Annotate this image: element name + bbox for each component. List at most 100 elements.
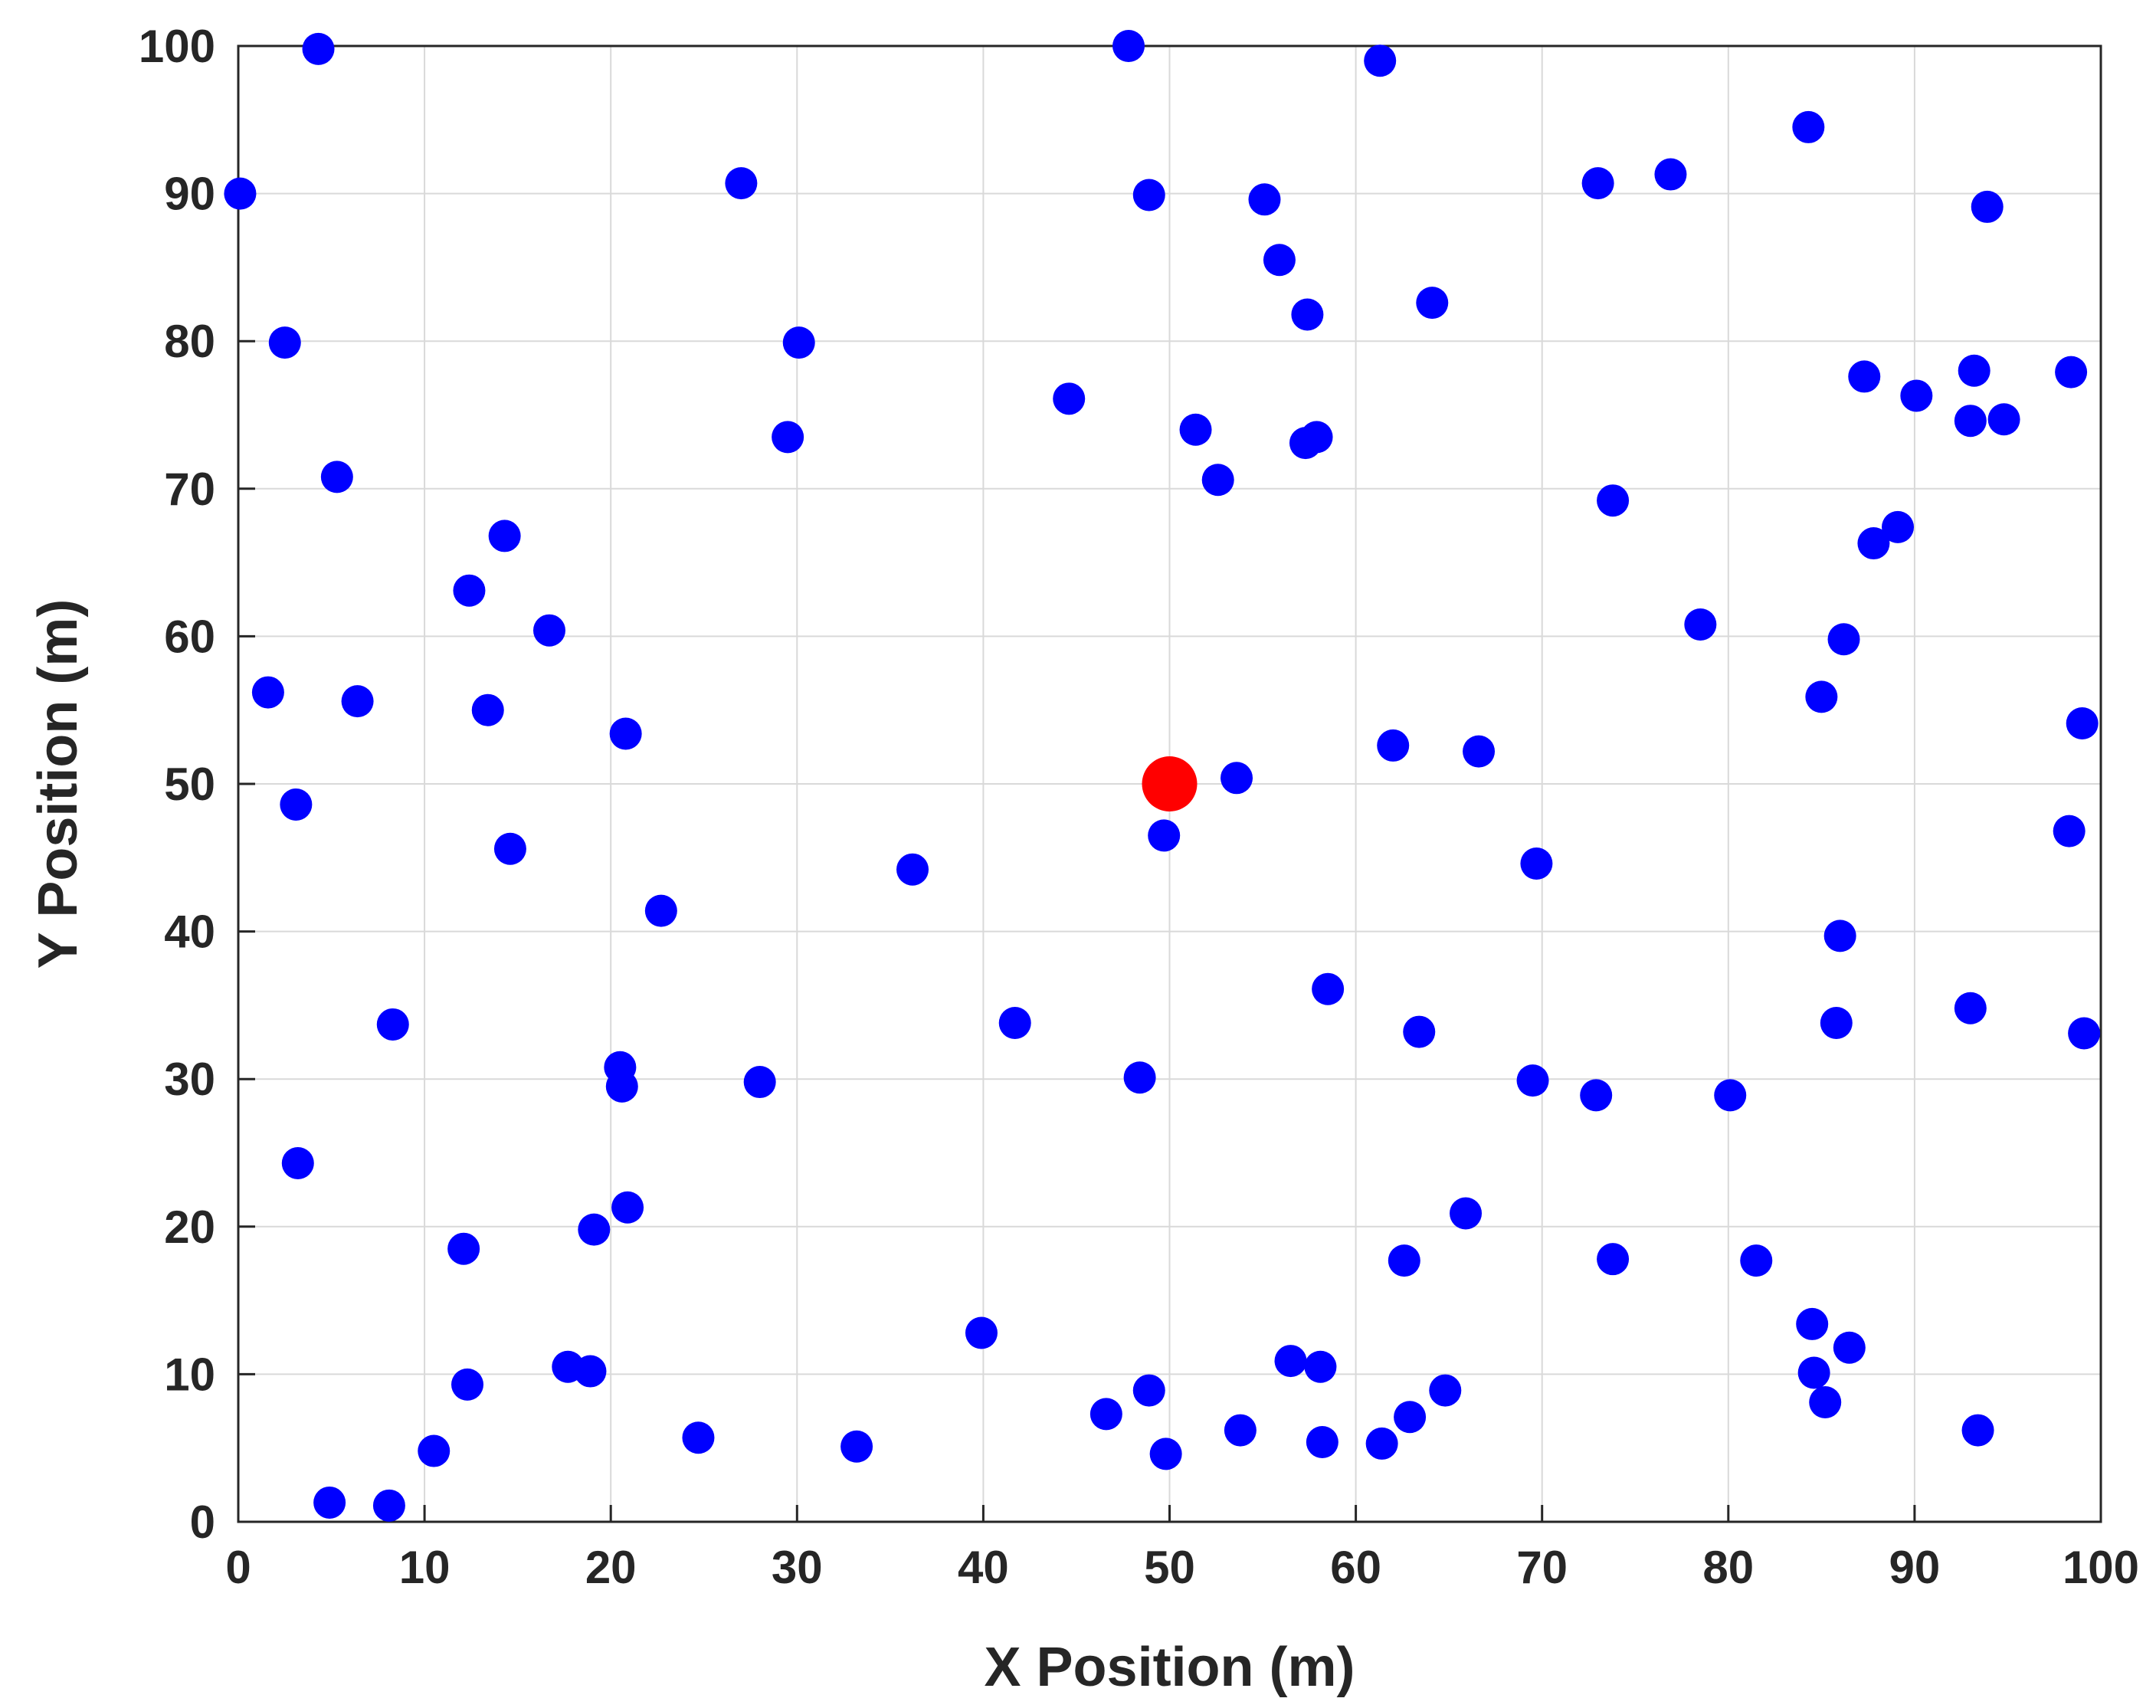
data-point	[1597, 484, 1630, 517]
data-point	[313, 1486, 346, 1519]
y-tick-label: 10	[164, 1349, 215, 1400]
data-point	[1833, 1331, 1866, 1364]
data-point	[1597, 1243, 1630, 1276]
y-tick-label: 50	[164, 759, 215, 810]
data-point	[1300, 421, 1333, 454]
data-point	[320, 461, 353, 493]
data-point	[1394, 1401, 1427, 1434]
data-point	[1827, 623, 1860, 656]
data-point	[743, 1066, 776, 1099]
x-tick-label: 40	[958, 1542, 1009, 1593]
data-point	[1684, 608, 1717, 641]
data-point	[1306, 1425, 1338, 1458]
data-point	[1179, 413, 1212, 446]
data-point	[1796, 1307, 1829, 1340]
data-point	[682, 1421, 715, 1454]
data-point	[1132, 179, 1165, 211]
data-point	[372, 1489, 405, 1522]
data-point	[488, 520, 521, 552]
x-tick-label: 60	[1330, 1542, 1381, 1593]
data-point	[998, 1007, 1031, 1040]
data-point	[341, 685, 374, 718]
data-point	[1377, 729, 1410, 762]
data-point	[1248, 183, 1281, 216]
data-point	[1312, 972, 1345, 1005]
x-tick-label: 30	[772, 1542, 823, 1593]
data-point	[2053, 815, 2086, 847]
x-tick-label: 10	[399, 1542, 451, 1593]
data-point	[1580, 1079, 1613, 1112]
data-point	[1516, 1064, 1549, 1097]
data-point	[1954, 405, 1987, 438]
data-point	[1820, 1007, 1853, 1040]
x-tick-label: 90	[1889, 1542, 1941, 1593]
data-point	[376, 1008, 409, 1041]
data-point	[2055, 356, 2088, 388]
data-point	[965, 1316, 998, 1349]
data-point	[224, 177, 257, 210]
data-point	[451, 1368, 484, 1401]
data-point	[1224, 1414, 1257, 1447]
x-tick-label: 20	[585, 1542, 637, 1593]
data-point	[1053, 382, 1086, 415]
data-point	[1714, 1079, 1747, 1112]
y-tick-label: 20	[164, 1202, 215, 1253]
data-point	[1971, 190, 2004, 223]
data-point	[1089, 1398, 1122, 1431]
data-point	[1654, 158, 1687, 191]
data-point	[1805, 680, 1838, 713]
data-point	[1848, 360, 1881, 393]
y-axis-label: Y Position (m)	[28, 599, 89, 969]
data-point	[609, 717, 642, 750]
data-point	[605, 1070, 638, 1103]
data-point	[268, 326, 301, 359]
data-point	[772, 421, 804, 454]
y-tick-label: 80	[164, 316, 215, 367]
data-point	[1123, 1061, 1156, 1094]
data-point	[1954, 992, 1987, 1024]
data-point	[1520, 847, 1553, 880]
data-point	[447, 1232, 480, 1265]
data-point	[840, 1430, 873, 1463]
data-point	[1112, 30, 1145, 62]
data-point	[1416, 287, 1449, 320]
data-point	[578, 1213, 611, 1246]
data-point	[1463, 735, 1496, 768]
data-point	[251, 676, 284, 709]
data-point	[418, 1434, 451, 1467]
data-point	[1221, 762, 1253, 795]
data-point	[1263, 244, 1296, 277]
x-axis-label: X Position (m)	[985, 1637, 1355, 1698]
data-point	[1274, 1345, 1307, 1378]
y-tick-label: 70	[164, 464, 215, 515]
data-points	[224, 30, 2101, 1522]
data-point	[302, 32, 335, 65]
data-point	[1364, 44, 1397, 77]
y-tick-label: 0	[190, 1497, 215, 1548]
data-point	[1900, 379, 1933, 412]
data-point	[1987, 403, 2020, 436]
data-point	[280, 788, 313, 821]
y-tick-label: 40	[164, 906, 215, 958]
data-point	[281, 1146, 314, 1179]
data-point	[1961, 1414, 1994, 1447]
x-tick-label: 100	[2063, 1542, 2139, 1593]
data-point	[1148, 819, 1181, 852]
axis-ticks: 0 10 20 30 40 50 60 70 80 90 100 0 10 20 30 40 50 60 70 80 9…	[139, 21, 2139, 1593]
data-point	[644, 894, 677, 927]
data-point	[1403, 1015, 1436, 1048]
y-tick-label: 100	[139, 21, 215, 72]
data-point	[2066, 707, 2099, 740]
data-point	[1149, 1438, 1182, 1470]
data-point	[1429, 1374, 1462, 1407]
x-tick-label: 50	[1144, 1542, 1195, 1593]
x-tick-label: 80	[1702, 1542, 1754, 1593]
data-point	[574, 1355, 607, 1388]
data-point	[1132, 1374, 1165, 1407]
data-point	[896, 853, 929, 886]
data-point	[1581, 167, 1614, 200]
data-point	[471, 693, 504, 726]
data-point	[611, 1191, 644, 1224]
